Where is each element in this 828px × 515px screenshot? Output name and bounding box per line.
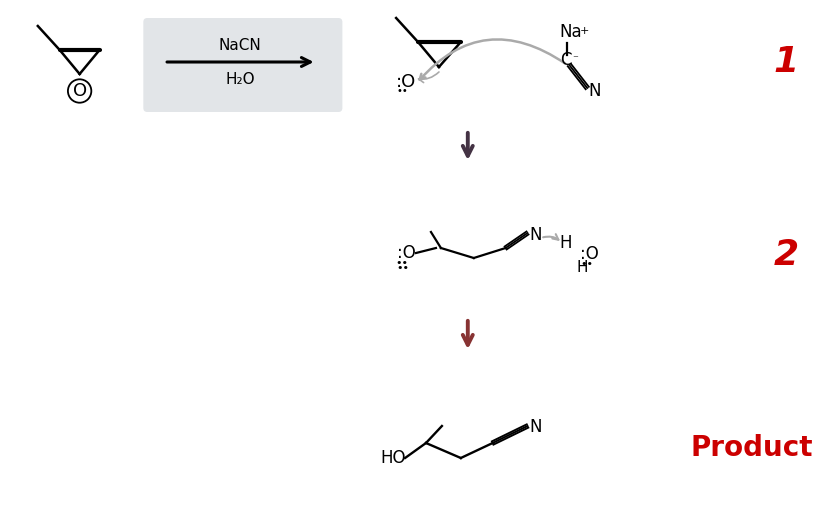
- Text: :O: :O: [397, 244, 415, 262]
- Text: 2: 2: [773, 238, 798, 272]
- Text: N: N: [588, 82, 600, 100]
- Text: :O: :O: [396, 73, 416, 91]
- Text: 1: 1: [773, 45, 798, 79]
- Text: HO: HO: [380, 449, 406, 467]
- Text: :O: :O: [579, 245, 598, 263]
- Text: O: O: [73, 82, 87, 100]
- Text: NaCN: NaCN: [219, 39, 261, 54]
- Text: ••: ••: [395, 258, 408, 268]
- Text: Product: Product: [690, 434, 811, 462]
- Text: H: H: [558, 234, 570, 252]
- Text: ••: ••: [396, 86, 407, 96]
- Text: ••: ••: [580, 259, 593, 269]
- Text: ⁻: ⁻: [571, 54, 577, 64]
- Text: Na: Na: [559, 23, 581, 41]
- Text: H₂O: H₂O: [224, 73, 254, 88]
- FancyBboxPatch shape: [143, 18, 342, 112]
- Text: N: N: [529, 418, 542, 436]
- Text: ••: ••: [396, 263, 409, 273]
- Text: +: +: [580, 26, 589, 36]
- Text: N: N: [529, 226, 542, 244]
- Text: C: C: [560, 51, 571, 69]
- Text: H: H: [575, 261, 587, 276]
